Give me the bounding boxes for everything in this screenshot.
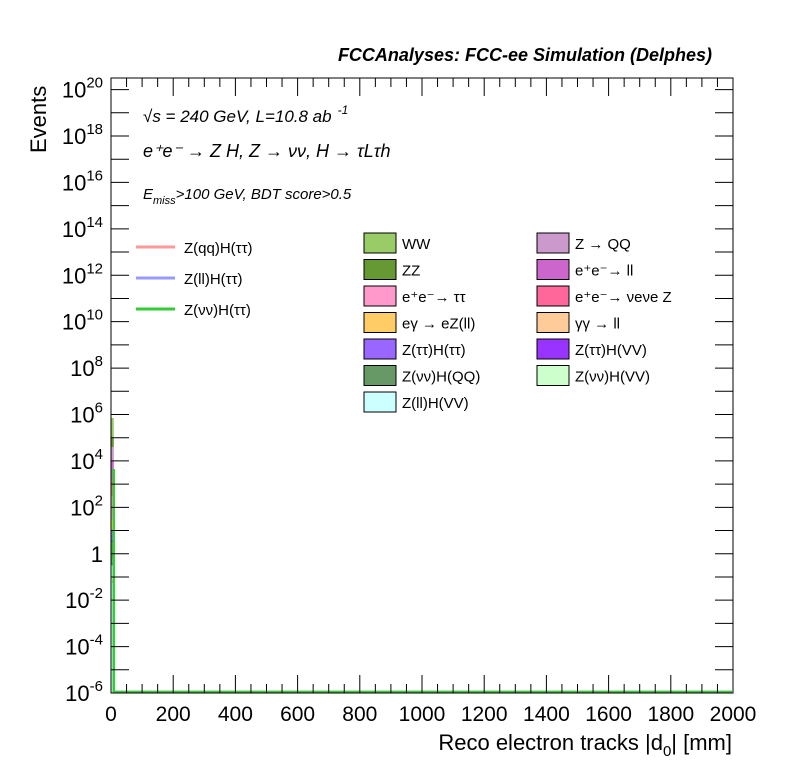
legend-box-swatch [363,338,397,360]
legend-label: e⁺e⁻→ ττ [402,289,466,306]
legend-box-swatch [363,312,397,333]
y-tick-label: 104 [70,446,103,474]
plot-frame [110,77,734,694]
bar-segment-10 [111,417,114,438]
y-tick-label: 102 [70,492,103,520]
signal-lines [112,468,732,694]
legend-label: e⁺e⁻→ νeνe Z [575,289,672,306]
legend-label: ZZ [402,263,420,280]
x-axis-label: Reco electron tracks |d0| [mm] [438,730,732,760]
y-tick-label: 106 [70,400,103,428]
legend-backgrounds-col1: WW ZZ e⁺e⁻→ ττ eγ → eZ(ll) Z(ττ)H(ττ) Z(νν)H(… [363,232,480,413]
legend-box-swatch [363,391,397,413]
bar-segment-9 [111,437,114,447]
y-tick-label: 1020 [62,75,103,103]
x-tick-label: 200 [156,703,191,726]
x-tick-label: 400 [218,703,253,726]
legend-box-swatch [363,285,397,307]
legend-backgrounds-col2: Z → QQ e⁺e⁻→ ll e⁺e⁻→ νeνe Z γγ → ll Z(ττ)H(… [536,232,672,386]
legend-box-swatch [536,365,570,386]
chart-title: FCCAnalyses: FCC-ee Simulation (Delphes) [338,45,712,65]
y-tick-label: 1014 [62,214,103,242]
legend-label: Z(νν)H(QQ) [402,369,480,386]
y-tick-label: 1012 [62,260,103,288]
legend-label: Z → QQ [575,236,631,253]
y-tick-label: 10-2 [65,585,103,613]
y-tick-label: 1018 [62,121,103,149]
cut-annotation: Emiss>100 GeV, BDT score>0.5 [143,186,352,207]
x-tick-label: 1200 [461,703,508,726]
x-tick-label: 1600 [585,703,632,726]
legend-label: Z(νν)H(ττ) [184,302,251,319]
y-tick-label: 108 [70,353,103,381]
legend-label: Z(qq)H(ττ) [184,240,253,257]
bar-segment-8 [111,447,114,461]
y-tick-label: 10-4 [65,632,103,660]
x-tick-label: 1000 [399,703,446,726]
process-annotation: e⁺e⁻ → Z H, Z → νν, H → τLτh [143,141,391,161]
legend-label: Z(ll)H(ττ) [184,271,243,288]
x-tick-label: 1400 [523,703,570,726]
legend-signals: Z(qq)H(ττ) Z(ll)H(ττ) Z(νν)H(ττ) [136,240,253,319]
y-tick-labels: 1020 1018 1016 1014 1012 1010 108 106 104 102 1 10-… [62,75,103,706]
x-tick-label: 2000 [710,703,757,726]
axis-ticks [110,78,734,694]
legend-label: WW [402,236,431,253]
legend-label: Z(ll)H(VV) [402,395,469,412]
signal-line-1 [112,559,732,694]
x-tick-label: 1800 [647,703,694,726]
legend-label: e⁺e⁻→ ll [575,263,633,280]
legend-box-swatch [536,312,570,333]
y-tick-label: 10-6 [65,678,103,706]
legend-box-swatch [536,232,570,254]
legend-label: Z(νν)H(VV) [575,369,650,386]
y-tick-label: 1 [91,542,103,567]
x-tick-labels: 0 200 400 600 800 1000 1200 1400 1600 1800 2000 [105,703,756,726]
legend-label: Z(ττ)H(VV) [575,342,647,359]
energy-annotation: √s = 240 GeV, L=10.8 ab -1 [143,103,348,126]
legend-label: eγ → eZ(ll) [402,316,475,333]
legend-label: γγ → ll [575,316,620,333]
signal-line-2 [112,468,732,694]
legend-box-swatch [363,259,397,280]
legend-box-swatch [363,232,397,254]
x-tick-label: 800 [342,703,377,726]
y-axis-label: Events [26,86,51,153]
x-tick-label: 0 [105,703,117,726]
y-tick-label: 1010 [62,307,103,335]
legend-box-swatch [536,338,570,360]
legend-box-swatch [363,365,397,386]
legend-box-swatch [536,259,570,280]
legend-box-swatch [536,285,570,307]
legend-label: Z(ττ)H(ττ) [402,342,466,359]
y-tick-label: 1016 [62,167,103,195]
x-tick-label: 600 [280,703,315,726]
